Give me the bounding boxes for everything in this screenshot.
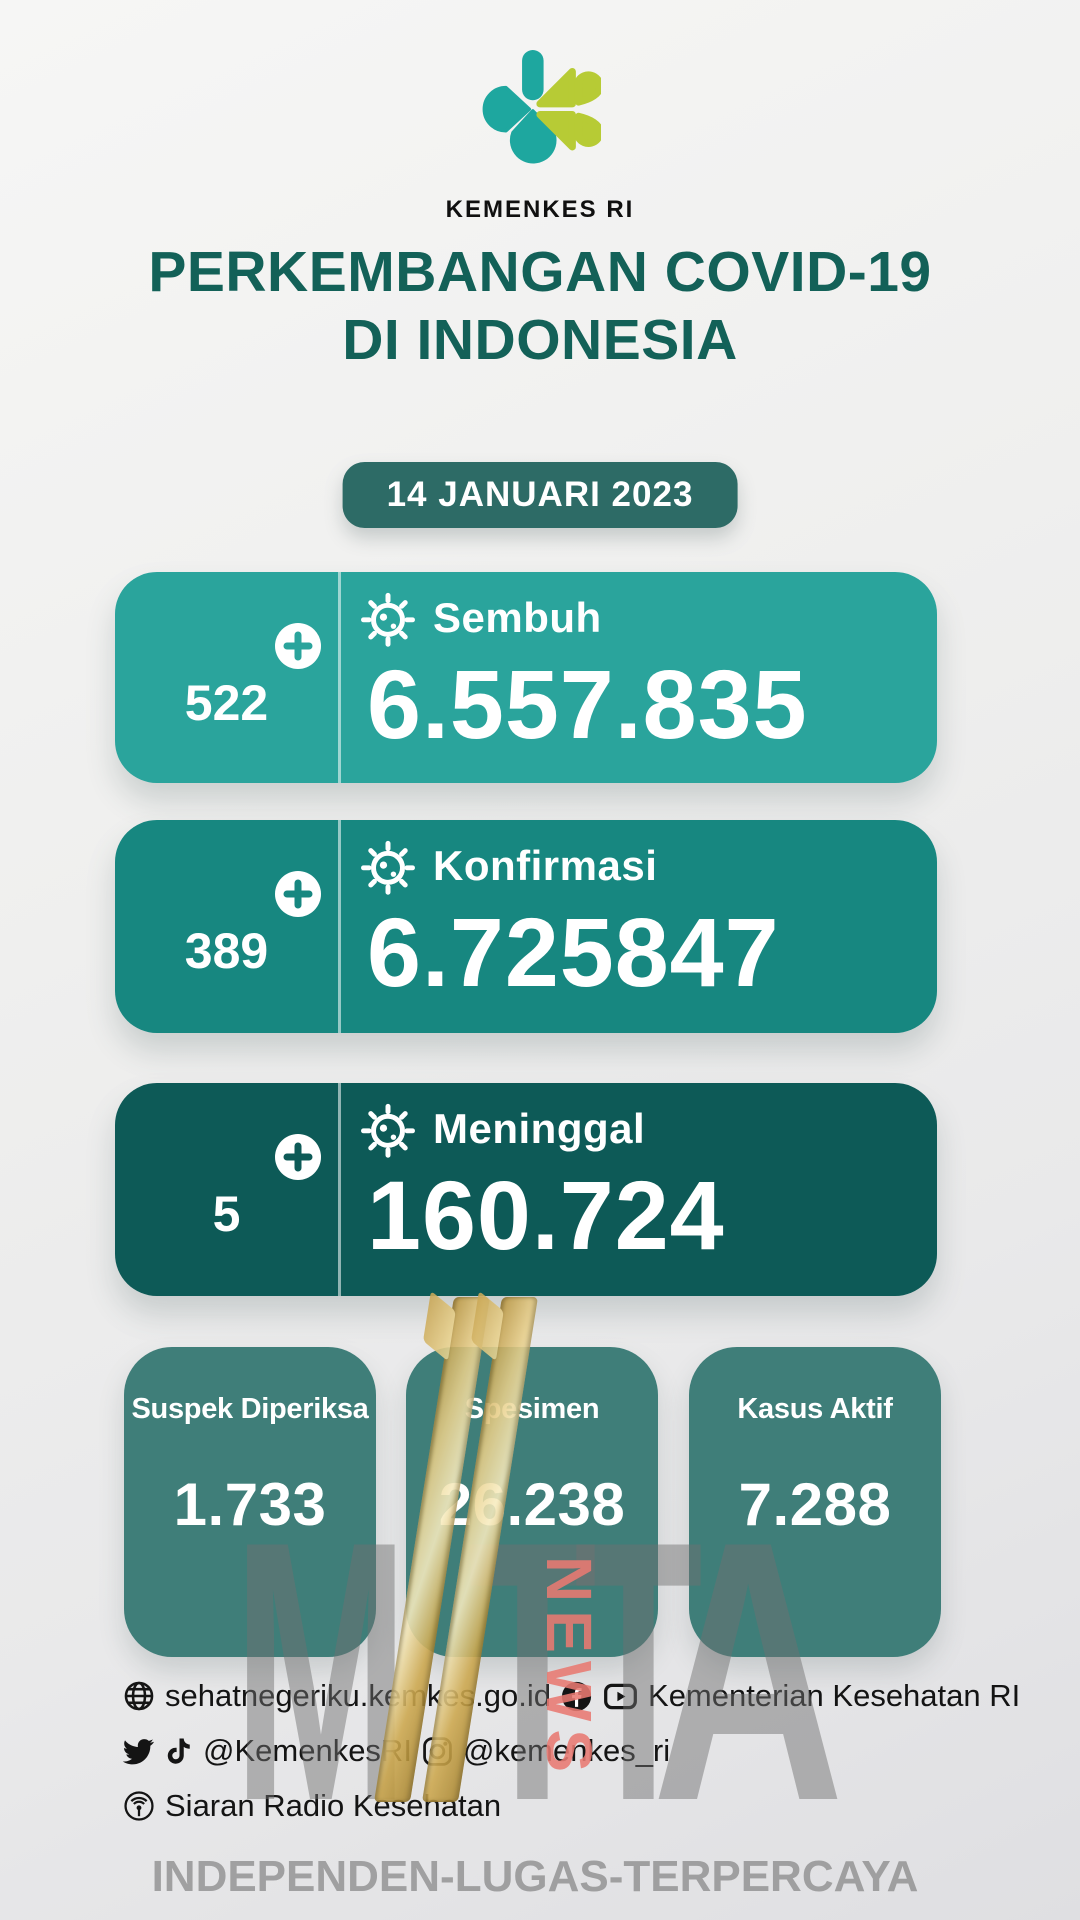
plus-circle-icon <box>274 870 322 918</box>
instagram-icon <box>421 1735 454 1768</box>
watermark-tagline: INDEPENDEN-LUGAS-TERPERCAYA <box>151 1852 919 1901</box>
twitter-tiktok-handle: @KemenkesRI <box>203 1733 412 1768</box>
stat-card-meninggal: 5 Meninggal 160. <box>115 1083 937 1296</box>
facebook-icon <box>560 1680 593 1713</box>
stat-label: Meninggal <box>433 1105 646 1152</box>
virus-icon <box>359 589 417 647</box>
mini-card-label: Kasus Aktif <box>737 1393 893 1425</box>
card-divider <box>338 820 341 1033</box>
mini-card-label: Spesimen <box>464 1393 600 1425</box>
daily-delta: 389 <box>184 923 269 979</box>
page-title: PERKEMBANGAN COVID-19 DI INDONESIA <box>0 238 1080 375</box>
mini-card-suspek-diperiksa: Suspek Diperiksa 1.733 <box>124 1347 376 1657</box>
mini-card-value: 26.238 <box>438 1471 626 1538</box>
youtube-icon <box>602 1678 639 1715</box>
stat-value: 160.724 <box>367 1161 725 1270</box>
card-divider <box>338 1083 341 1296</box>
footer-line-website: sehatnegeriku.kemkes.go.id Kementerian K… <box>122 1676 1020 1716</box>
radio-icon <box>122 1789 156 1823</box>
daily-delta: 5 <box>212 1186 241 1242</box>
stat-card-sembuh: 522 Sembuh 6.557 <box>115 572 937 783</box>
footer-social-block: sehatnegeriku.kemkes.go.id Kementerian K… <box>122 1676 1020 1841</box>
stat-card-konfirmasi: 389 Konfirmasi 6 <box>115 820 937 1033</box>
date-badge: 14 JANUARI 2023 <box>342 462 738 528</box>
mini-card-value: 7.288 <box>738 1471 892 1538</box>
daily-delta: 522 <box>184 675 269 731</box>
tiktok-icon <box>164 1736 194 1766</box>
radio-label: Siaran Radio Kesehatan <box>165 1788 502 1823</box>
instagram-handle: @kemenkes_ri <box>462 1733 671 1768</box>
mini-card-kasus-aktif: Kasus Aktif 7.288 <box>689 1347 941 1657</box>
virus-icon <box>359 1100 417 1158</box>
mini-card-value: 1.733 <box>173 1471 327 1538</box>
globe-icon <box>122 1679 156 1713</box>
brand-name: KEMENKES RI <box>445 196 635 223</box>
kemenkes-logo-icon <box>479 46 604 181</box>
footer-line-radio: Siaran Radio Kesehatan <box>122 1786 1020 1826</box>
fb-yt-account-name: Kementerian Kesehatan RI <box>648 1678 1021 1713</box>
card-divider <box>338 572 341 783</box>
stat-label: Konfirmasi <box>433 842 658 889</box>
stat-value: 6.557.835 <box>367 650 808 759</box>
plus-circle-icon <box>274 1133 322 1181</box>
twitter-icon <box>122 1735 155 1768</box>
virus-icon <box>359 837 417 895</box>
stat-label: Sembuh <box>433 594 602 641</box>
website-url: sehatnegeriku.kemkes.go.id <box>165 1678 552 1713</box>
stat-value: 6.725847 <box>367 898 780 1007</box>
plus-circle-icon <box>274 622 322 670</box>
mini-card-spesimen: Spesimen 26.238 <box>406 1347 658 1657</box>
page-title-line2: DI INDONESIA <box>342 308 738 373</box>
page-title-line1: PERKEMBANGAN COVID-19 <box>148 240 932 304</box>
mini-card-label: Suspek Diperiksa <box>131 1393 369 1425</box>
footer-line-handles: @KemenkesRI @kemenkes_ri <box>122 1731 1020 1771</box>
